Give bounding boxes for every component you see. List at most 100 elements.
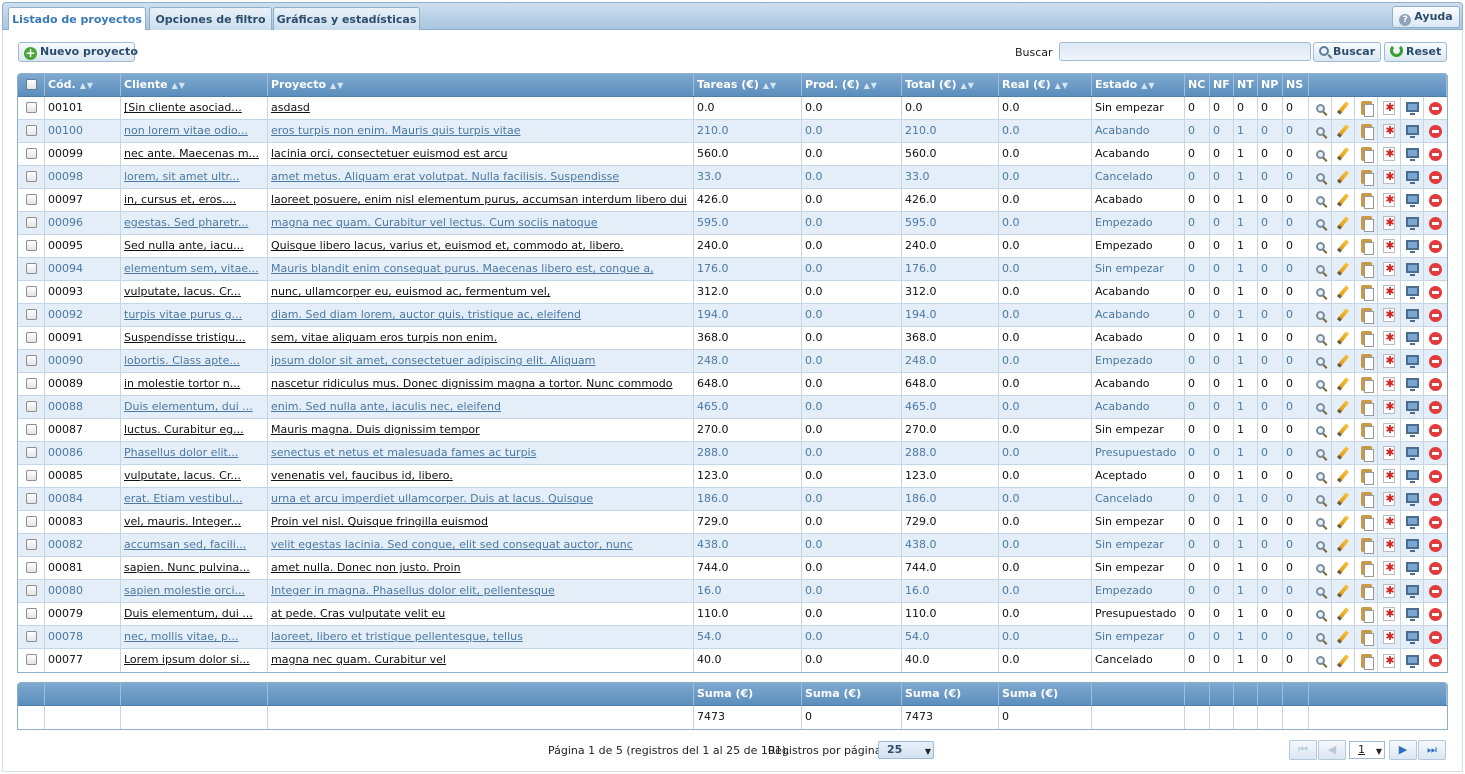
monitor-button[interactable]: [1401, 419, 1424, 441]
delete-button[interactable]: [1424, 143, 1447, 165]
cell-project-text[interactable]: nunc, ullamcorper eu, euismod ac, fermen…: [271, 285, 551, 298]
copy-clipboard-button[interactable]: [1355, 649, 1378, 672]
cell-client[interactable]: lorem, sit amet ultr...: [121, 166, 268, 188]
col-prod[interactable]: Prod. (€) ▲▼: [802, 74, 902, 96]
pdf-button[interactable]: [1378, 488, 1401, 510]
cell-project[interactable]: Proin vel nisl. Quisque fringilla euismo…: [268, 511, 694, 533]
cell-client-text[interactable]: egestas. Sed pharetr...: [124, 216, 249, 229]
cell-client-text[interactable]: [Sin cliente asociad...: [124, 101, 242, 114]
cell-project[interactable]: velit egestas lacinia. Sed congue, elit …: [268, 534, 694, 556]
delete-button[interactable]: [1424, 373, 1447, 395]
row-checkbox[interactable]: [26, 332, 37, 343]
cell-client[interactable]: luctus. Curabitur eg...: [121, 419, 268, 441]
delete-button[interactable]: [1424, 396, 1447, 418]
delete-button[interactable]: [1424, 649, 1447, 672]
cell-client-text[interactable]: vulputate, lacus. Cr...: [124, 285, 241, 298]
delete-button[interactable]: [1424, 419, 1447, 441]
delete-button[interactable]: [1424, 626, 1447, 648]
cell-project-text[interactable]: sem, vitae aliquam eros turpis non enim.: [271, 331, 498, 344]
edit-pencil-button[interactable]: [1332, 465, 1355, 487]
cell-client-text[interactable]: nec ante. Maecenas m...: [124, 147, 260, 160]
cell-project-text[interactable]: laoreet posuere, enim nisl elementum pur…: [271, 193, 687, 206]
edit-pencil-button[interactable]: [1332, 580, 1355, 602]
cell-client[interactable]: nec, mollis vitae, p...: [121, 626, 268, 648]
zoom-button[interactable]: [1309, 488, 1332, 510]
copy-clipboard-button[interactable]: [1355, 350, 1378, 372]
cell-client[interactable]: nec ante. Maecenas m...: [121, 143, 268, 165]
cell-client-text[interactable]: vel, mauris. Integer...: [124, 515, 242, 528]
row-checkbox[interactable]: [26, 309, 37, 320]
cell-project[interactable]: venenatis vel, faucibus id, libero.: [268, 465, 694, 487]
cell-client-text[interactable]: luctus. Curabitur eg...: [124, 423, 244, 436]
cell-client-text[interactable]: turpis vitae purus g...: [124, 308, 243, 321]
cell-client[interactable]: accumsan sed, facili...: [121, 534, 268, 556]
edit-pencil-button[interactable]: [1332, 511, 1355, 533]
sort-arrows-icon[interactable]: ▲▼: [863, 81, 878, 90]
cell-project[interactable]: at pede. Cras vulputate velit eu: [268, 603, 694, 625]
cell-project[interactable]: ipsum dolor sit amet, consectetuer adipi…: [268, 350, 694, 372]
pdf-button[interactable]: [1378, 281, 1401, 303]
copy-clipboard-button[interactable]: [1355, 373, 1378, 395]
cell-project-text[interactable]: senectus et netus et malesuada fames ac …: [271, 446, 537, 459]
row-checkbox[interactable]: [26, 470, 37, 481]
edit-pencil-button[interactable]: [1332, 396, 1355, 418]
edit-pencil-button[interactable]: [1332, 327, 1355, 349]
monitor-button[interactable]: [1401, 603, 1424, 625]
col-estado[interactable]: Estado ▲▼: [1092, 74, 1185, 96]
zoom-button[interactable]: [1309, 557, 1332, 579]
cell-project-text[interactable]: velit egestas lacinia. Sed congue, elit …: [271, 538, 633, 551]
cell-client-text[interactable]: Suspendisse tristiqu...: [124, 331, 246, 344]
cell-project[interactable]: diam. Sed diam lorem, auctor quis, trist…: [268, 304, 694, 326]
row-checkbox[interactable]: [26, 493, 37, 504]
edit-pencil-button[interactable]: [1332, 281, 1355, 303]
cell-client-text[interactable]: Phasellus dolor elit...: [124, 446, 239, 459]
cell-project-text[interactable]: magna nec quam. Curabitur vel lectus. Cu…: [271, 216, 598, 229]
cell-project[interactable]: magna nec quam. Curabitur vel: [268, 649, 694, 672]
cell-project[interactable]: Integer in magna. Phasellus dolor elit, …: [268, 580, 694, 602]
tab-filtro[interactable]: Opciones de filtro: [149, 7, 272, 32]
edit-pencil-button[interactable]: [1332, 166, 1355, 188]
cell-client-text[interactable]: lobortis. Class apte...: [124, 354, 240, 367]
cell-project-text[interactable]: Proin vel nisl. Quisque fringilla euismo…: [271, 515, 489, 528]
pdf-button[interactable]: [1378, 465, 1401, 487]
row-checkbox[interactable]: [26, 263, 37, 274]
copy-clipboard-button[interactable]: [1355, 120, 1378, 142]
cell-project-text[interactable]: Integer in magna. Phasellus dolor elit, …: [271, 584, 555, 597]
row-checkbox[interactable]: [26, 562, 37, 573]
col-code[interactable]: Cód. ▲▼: [45, 74, 121, 96]
row-checkbox[interactable]: [26, 585, 37, 596]
delete-button[interactable]: [1424, 511, 1447, 533]
cell-client[interactable]: in, cursus et, eros....: [121, 189, 268, 211]
zoom-button[interactable]: [1309, 235, 1332, 257]
next-page-button[interactable]: ▶: [1389, 740, 1417, 760]
cell-client[interactable]: egestas. Sed pharetr...: [121, 212, 268, 234]
pdf-button[interactable]: [1378, 235, 1401, 257]
cell-project-text[interactable]: urna et arcu imperdiet ullamcorper. Duis…: [271, 492, 594, 505]
cell-project[interactable]: Mauris magna. Duis dignissim tempor: [268, 419, 694, 441]
copy-clipboard-button[interactable]: [1355, 465, 1378, 487]
pdf-button[interactable]: [1378, 511, 1401, 533]
monitor-button[interactable]: [1401, 557, 1424, 579]
cell-project[interactable]: nascetur ridiculus mus. Donec dignissim …: [268, 373, 694, 395]
edit-pencil-button[interactable]: [1332, 442, 1355, 464]
zoom-button[interactable]: [1309, 396, 1332, 418]
delete-button[interactable]: [1424, 327, 1447, 349]
row-checkbox[interactable]: [26, 378, 37, 389]
cell-client-text[interactable]: in, cursus et, eros....: [124, 193, 237, 206]
zoom-button[interactable]: [1309, 120, 1332, 142]
cell-project-text[interactable]: eros turpis non enim. Mauris quis turpis…: [271, 124, 521, 137]
monitor-button[interactable]: [1401, 442, 1424, 464]
cell-project[interactable]: laoreet posuere, enim nisl elementum pur…: [268, 189, 694, 211]
copy-clipboard-button[interactable]: [1355, 511, 1378, 533]
delete-button[interactable]: [1424, 281, 1447, 303]
delete-button[interactable]: [1424, 97, 1447, 119]
monitor-button[interactable]: [1401, 189, 1424, 211]
row-checkbox[interactable]: [26, 516, 37, 527]
row-checkbox[interactable]: [26, 240, 37, 251]
zoom-button[interactable]: [1309, 534, 1332, 556]
edit-pencil-button[interactable]: [1332, 603, 1355, 625]
delete-button[interactable]: [1424, 488, 1447, 510]
copy-clipboard-button[interactable]: [1355, 235, 1378, 257]
monitor-button[interactable]: [1401, 626, 1424, 648]
row-checkbox[interactable]: [26, 401, 37, 412]
